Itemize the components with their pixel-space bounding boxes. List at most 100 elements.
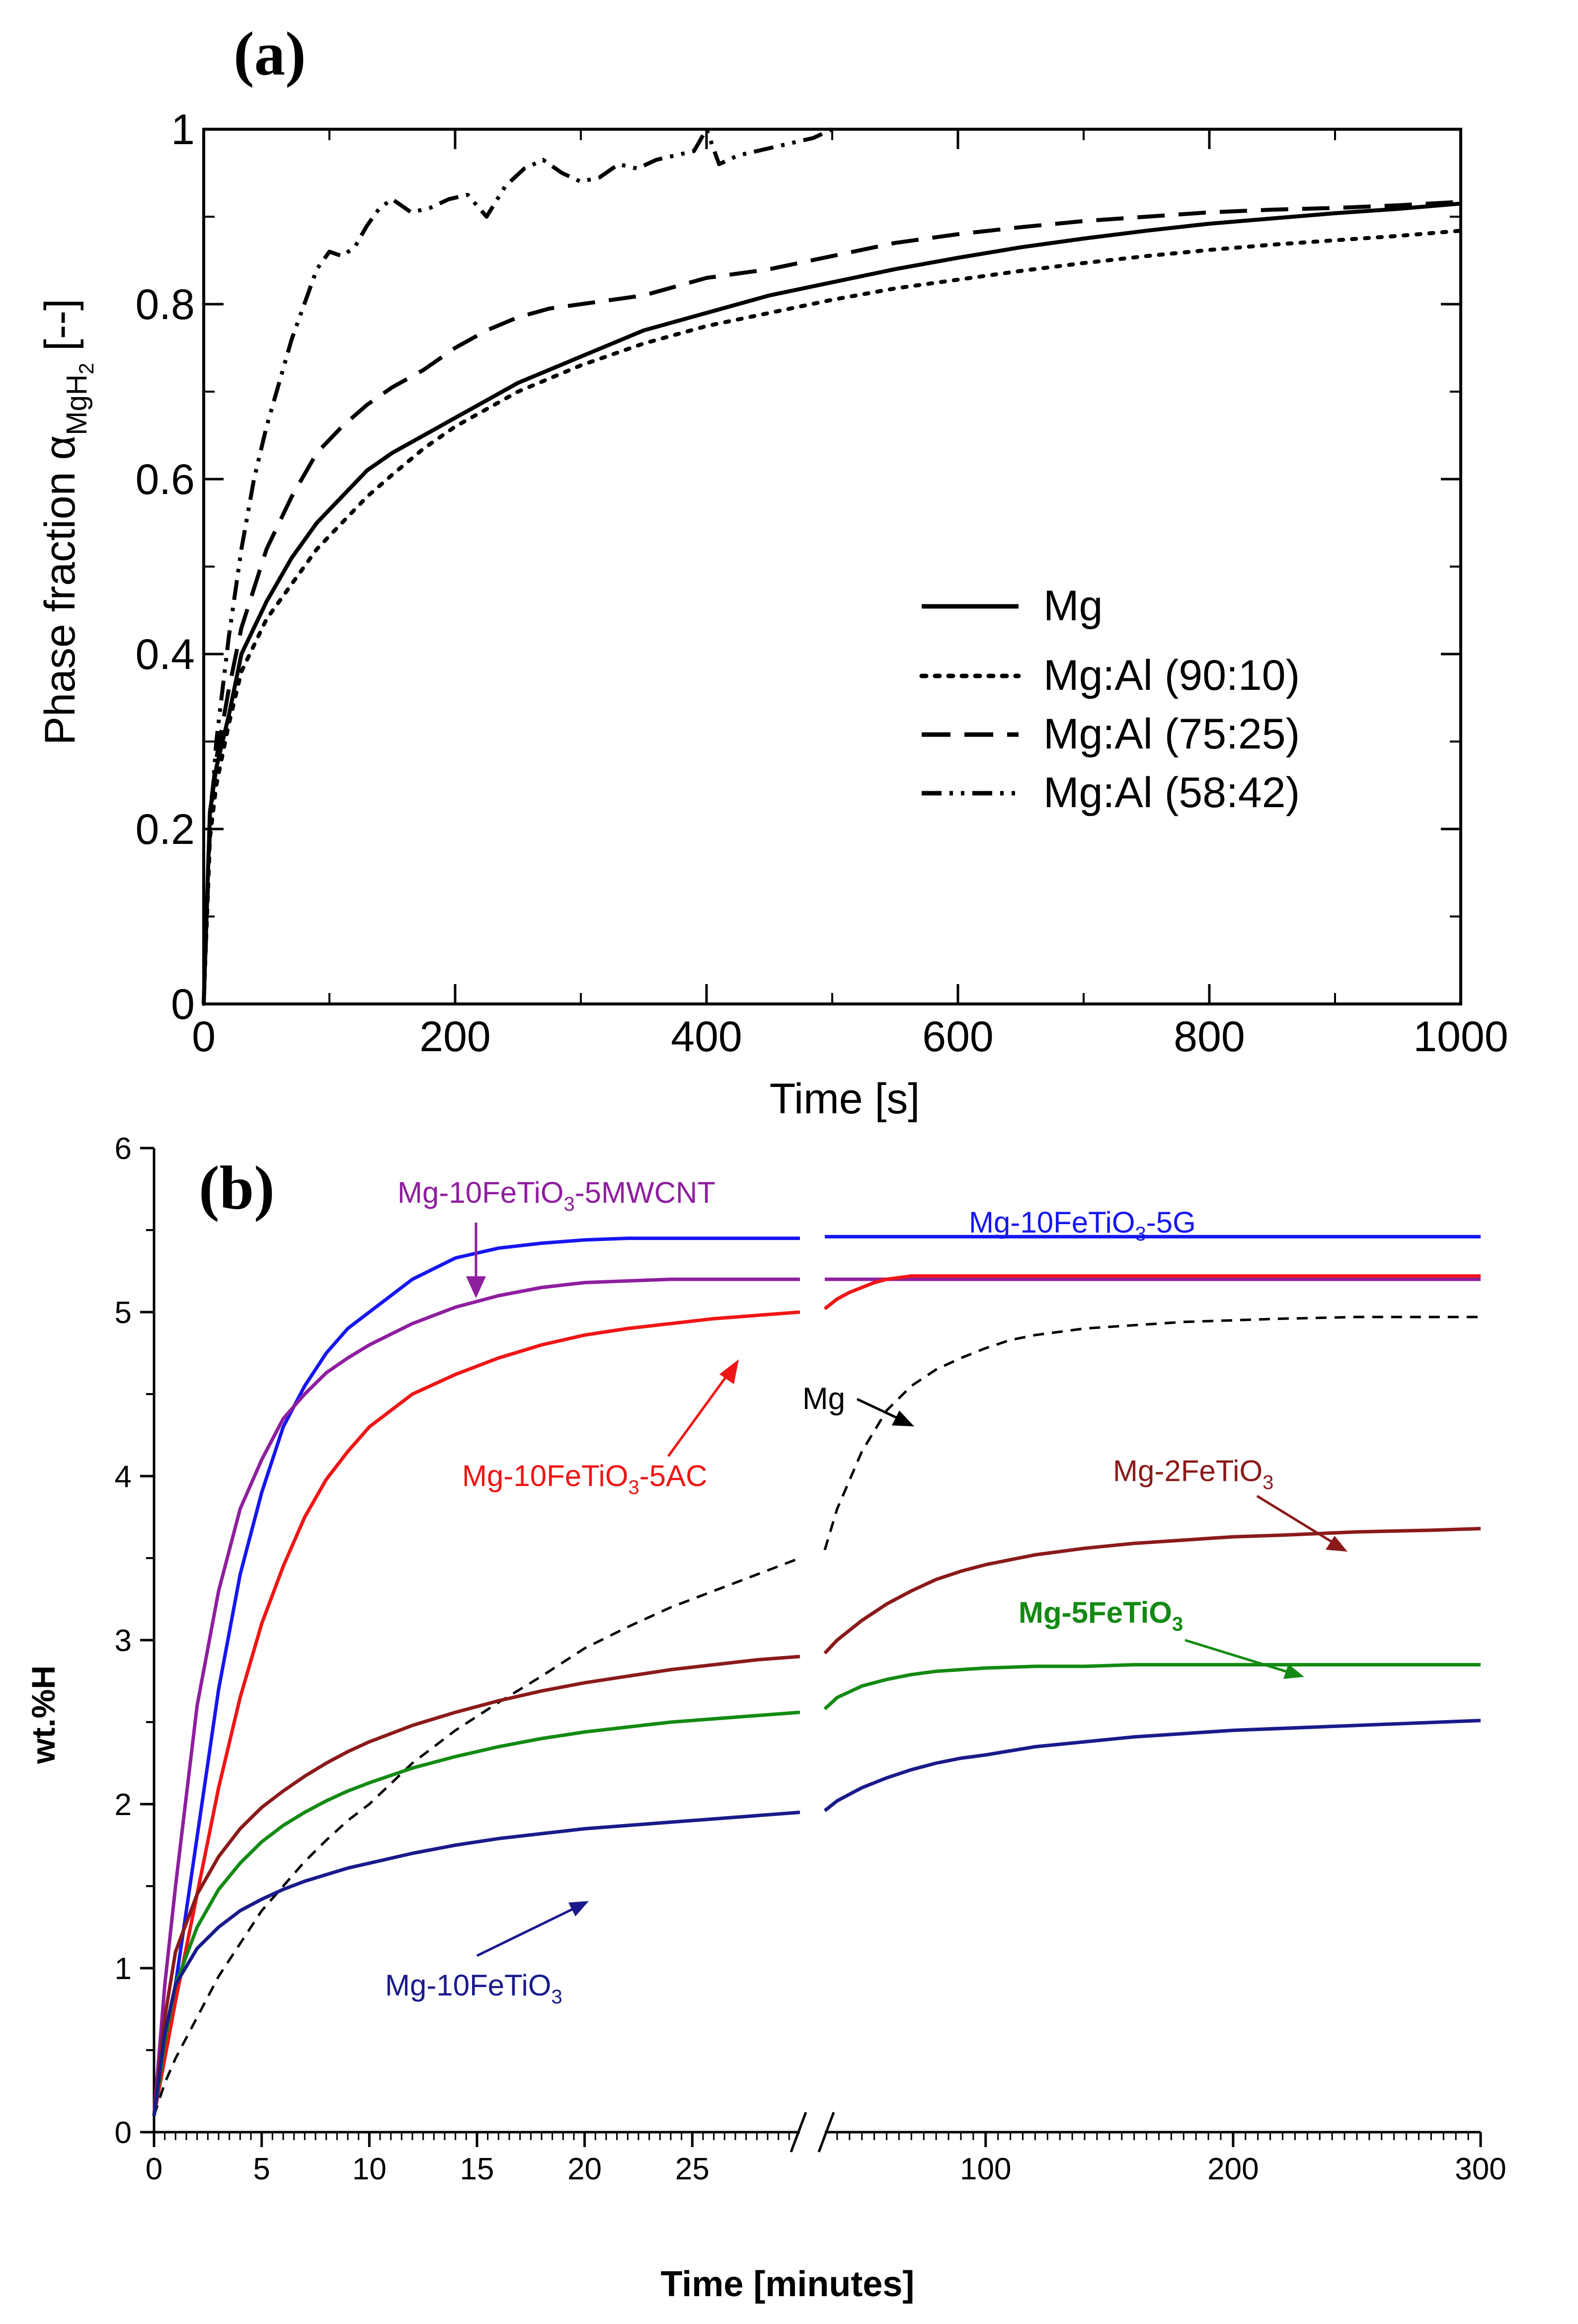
arrow-10fetio3-head: [568, 1901, 589, 1916]
x-tick-label-b-left-5: 5: [253, 2152, 270, 2186]
label-mg-10fetio3-5mwcnt-sub: 3: [564, 1193, 575, 1215]
label-mg-10fetio3-5ac-tail: -5AC: [639, 1459, 708, 1493]
arrow-5mwcnt-head: [466, 1276, 486, 1298]
y-tick-label-a-1: 0.2: [135, 806, 195, 853]
x-tick-label-b-right-300: 300: [1455, 2152, 1506, 2186]
x-tick-label-a-600: 600: [922, 1013, 994, 1061]
x-tick-label-b-left-0: 0: [146, 2152, 162, 2186]
x-tick-label-b-left-15: 15: [460, 2152, 494, 2186]
x-tick-label-b-left-25: 25: [675, 2152, 710, 2186]
label-mg-10fetio3-5mwcnt-main: Mg-10FeTiO: [397, 1176, 564, 1209]
panel-a-label: (a): [234, 20, 306, 88]
series-b-mg-10fetio3-5ac-left: [152, 1310, 800, 2116]
series-a-mg-al-90-10: [202, 229, 1463, 1006]
y-tick-label-b-1: 1: [115, 1952, 132, 1986]
y-axis-title-suffix: [--]: [36, 299, 84, 363]
legend-a-label-58-42: Mg:Al (58:42): [1043, 769, 1300, 817]
label-mg-10fetio3-5g: Mg-10FeTiO3-5G: [969, 1206, 1196, 1245]
series-b-mg-10fetio3-5mwcnt-left: [152, 1277, 800, 2116]
panel-b-axes: 0 1 2 3 4 5 6 0 5 10 15 20 25 100 200 300: [115, 1132, 1506, 2186]
label-mg-2fetio3-sub: 3: [1262, 1472, 1273, 1494]
panel-b-label: (b): [199, 1154, 275, 1223]
series-b-mg-left: [153, 1557, 800, 2116]
y-tick-label-b-0: 0: [115, 2116, 132, 2150]
series-b-mg-right: [823, 1316, 1481, 1551]
y-tick-label-b-3: 3: [115, 1624, 132, 1658]
panel-b: (b) 0 1 2 3 4 5 6 0 5 10 15 20 25 100 200 300 Mg-10FeTi…: [25, 1132, 1506, 2304]
series-a-mg: [202, 201, 1461, 1004]
label-mg-10fetio3-main: Mg-10FeTiO: [385, 1969, 552, 2002]
y-tick-label-a-5: 1: [171, 106, 195, 154]
y-tick-label-a-4: 0.8: [135, 281, 195, 329]
label-mg-10fetio3-5mwcnt-tail: -5MWCNT: [575, 1176, 715, 1209]
label-mg-2fetio3-main: Mg-2FeTiO: [1113, 1454, 1262, 1488]
x-tick-label-b-right-200: 200: [1207, 2152, 1259, 2186]
label-mg-10fetio3-5ac-sub: 3: [629, 1477, 639, 1498]
series-a-mg-al-75-25: [202, 200, 1461, 1004]
label-mg-5fetio3: Mg-5FeTiO3: [1019, 1596, 1183, 1635]
label-mg-5fetio3-sub: 3: [1172, 1613, 1183, 1635]
panel-a-legend: Mg Mg:Al (90:10) Mg:Al (75:25) Mg:Al (58…: [919, 582, 1300, 817]
panel-b-series-group: [152, 1235, 1481, 2116]
arrow-5ac-shaft: [667, 1373, 729, 1457]
panel-b-y-axis-title: wt.%H: [25, 1665, 62, 1764]
x-tick-label-b-left-10: 10: [352, 2152, 387, 2186]
y-tick-label-a-3: 0.6: [135, 456, 195, 503]
x-tick-label-b-right-100: 100: [960, 2152, 1011, 2186]
series-b-mg-2fetio3-left: [152, 1655, 800, 2116]
panel-a-axes: 0 200 400 600 800 1000 0 0.2 0.4 0.6 0.8 1: [135, 106, 1508, 1061]
x-tick-label-a-800: 800: [1174, 1013, 1245, 1061]
y-tick-label-b-5: 5: [115, 1296, 132, 1330]
arrow-2fetio3-head: [1326, 1536, 1347, 1552]
series-b-mg-10fetio3-left: [152, 1811, 800, 2116]
arrow-2fetio3-shaft: [1256, 1494, 1335, 1545]
panel-a-series-group: [202, 127, 1463, 1006]
label-mg-10fetio3-5g-tail: -5G: [1146, 1206, 1196, 1239]
panel-a-y-axis-title: Phase fraction αMgH2 [--]: [36, 299, 98, 745]
label-mg-10fetio3-5g-sub: 3: [1135, 1223, 1146, 1245]
y-tick-label-b-2: 2: [115, 1788, 132, 1822]
axis-break-mark-left: [789, 2112, 807, 2153]
x-tick-label-a-0: 0: [192, 1013, 216, 1061]
arrow-mg-shaft: [856, 1398, 900, 1420]
series-b-mg-10fetio3-5ac-right: [823, 1274, 1481, 1311]
legend-a-label-mg: Mg: [1043, 582, 1103, 630]
arrow-mg-head: [892, 1411, 914, 1426]
y-tick-label-a-0: 0: [171, 981, 195, 1028]
label-mg-10fetio3-5ac: Mg-10FeTiO3-5AC: [462, 1459, 707, 1498]
series-a-mg-al-58-42: [202, 127, 833, 1004]
series-b-mg-10fetio3-right: [823, 1719, 1481, 1812]
x-tick-label-a-1000: 1000: [1413, 1013, 1508, 1061]
arrow-5fetio3-head: [1283, 1664, 1304, 1679]
series-b-mg-5fetio3-right: [823, 1663, 1481, 1711]
label-mg-10fetio3: Mg-10FeTiO3: [385, 1969, 562, 2008]
legend-a-label-90-10: Mg:Al (90:10): [1043, 652, 1300, 699]
series-b-mg-10fetio3-5g-left: [152, 1237, 800, 2116]
y-tick-label-a-2: 0.4: [135, 631, 195, 678]
label-mg-10fetio3-5g-main: Mg-10FeTiO: [969, 1206, 1135, 1239]
series-b-mg-5fetio3-left: [152, 1710, 800, 2116]
label-mg-2fetio3: Mg-2FeTiO3: [1113, 1454, 1273, 1494]
panel-a-x-axis-title: Time [s]: [770, 1075, 920, 1123]
arrow-5ac-head: [719, 1359, 739, 1384]
arrow-5fetio3-shaft: [1184, 1639, 1290, 1674]
x-tick-label-a-200: 200: [419, 1013, 491, 1061]
label-mg-5fetio3-main: Mg-5FeTiO: [1019, 1596, 1172, 1629]
label-mg: Mg: [802, 1382, 845, 1416]
label-mg-10fetio3-5ac-main: Mg-10FeTiO: [462, 1459, 629, 1493]
label-mg-10fetio3-sub: 3: [552, 1986, 562, 2008]
label-mg-10fetio3-5mwcnt: Mg-10FeTiO3-5MWCNT: [397, 1176, 715, 1215]
legend-a-label-75-25: Mg:Al (75:25): [1043, 710, 1300, 758]
y-tick-label-b-4: 4: [115, 1460, 132, 1494]
series-b-mg-2fetio3-right: [823, 1527, 1481, 1655]
arrow-10fetio3-shaft: [476, 1907, 575, 1957]
y-axis-title-prefix: Phase fraction α: [36, 435, 84, 745]
x-tick-label-b-left-20: 20: [567, 2152, 602, 2186]
panel-b-x-axis-title: Time [minutes]: [661, 2264, 915, 2304]
x-tick-label-a-400: 400: [671, 1013, 742, 1061]
panel-a: (a) 0 200 400 600 800 1000 0 0.2 0.4 0.6 0.8 1 Mg M…: [36, 20, 1508, 1123]
y-tick-label-b-6: 6: [115, 1132, 132, 1166]
axis-break-mark-right: [817, 2112, 835, 2153]
